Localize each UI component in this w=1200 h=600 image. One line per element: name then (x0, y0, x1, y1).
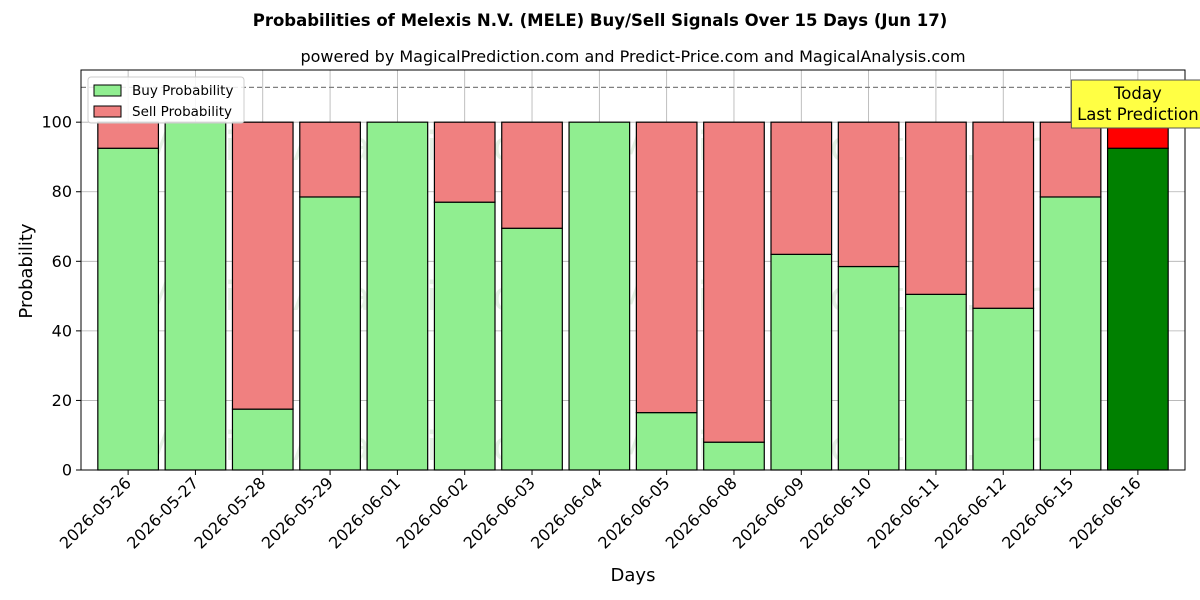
buy-bar (97, 147, 160, 471)
buy-bar (568, 121, 631, 471)
bars (97, 121, 1169, 471)
annotation-text: Last Prediction (1077, 105, 1199, 124)
sell-bar (972, 121, 1035, 309)
x-tick-label: 2026-06-03 (460, 473, 539, 552)
y-axis-label: Probability (16, 223, 37, 318)
x-tick-label: 2026-06-15 (998, 473, 1077, 552)
x-tick-label: 2026-05-28 (190, 473, 269, 552)
sell-bar (501, 121, 563, 229)
buy-bar (905, 293, 967, 471)
sell-bar (837, 121, 900, 268)
legend-swatch (93, 105, 122, 118)
buy-bar (164, 121, 227, 471)
buy-bar (433, 201, 496, 471)
y-tick-label: 20 (52, 391, 72, 410)
annotation-box (1070, 79, 1200, 129)
x-tick-label: 2026-06-01 (325, 473, 404, 552)
x-tick-label: 2026-06-09 (729, 473, 808, 552)
buy-bar (1039, 196, 1102, 471)
buy-bar (703, 441, 765, 471)
x-tick-label: 2026-06-11 (864, 473, 943, 552)
x-tick-label: 2026-06-05 (594, 473, 673, 552)
buy-bar (770, 253, 833, 471)
buy-bar (1106, 147, 1169, 471)
x-tick-label: 2026-05-29 (258, 473, 337, 552)
y-tick-label: 80 (52, 182, 72, 201)
sell-bar (905, 121, 967, 295)
annotation: Today Last Prediction (1070, 79, 1200, 129)
legend-label: Sell Probability (132, 104, 232, 120)
chart-subtitle: powered by MagicalPrediction.com and Pre… (300, 47, 965, 66)
x-tick-label: 2026-06-04 (527, 473, 606, 552)
sell-bar (1039, 121, 1102, 198)
x-tick-label: 2026-05-27 (123, 473, 202, 552)
buy-bar (837, 265, 900, 471)
buy-bar (501, 227, 563, 471)
y-tick-label: 100 (41, 113, 72, 132)
plot-frame (80, 69, 1186, 471)
chart-title: Probabilities of Melexis N.V. (MELE) Buy… (253, 11, 948, 30)
legend-box (87, 76, 245, 124)
buy-bar (972, 307, 1035, 471)
sell-bar (97, 121, 160, 149)
buy-bar (231, 408, 294, 471)
y-tick-label: 0 (62, 461, 72, 480)
x-tick-label: 2026-06-12 (931, 473, 1010, 552)
sell-bar (703, 121, 765, 443)
sell-bar (770, 121, 833, 255)
annotation-text: Today (1113, 84, 1162, 103)
sell-bar (433, 121, 496, 203)
buy-bar (635, 412, 698, 471)
y-tick-label: 60 (52, 252, 72, 271)
y-tick-label: 40 (52, 321, 72, 340)
legend: Buy Probability Sell Probability (87, 76, 245, 124)
sell-bar (231, 121, 294, 410)
x-tick-label: 2026-06-08 (662, 473, 741, 552)
legend-label: Buy Probability (132, 83, 233, 99)
x-axis-label: Days (611, 565, 656, 586)
buy-bar (299, 196, 361, 471)
x-tick-label: 2026-06-02 (392, 473, 471, 552)
x-tick-label: 2026-06-16 (1066, 473, 1145, 552)
x-tick-label: 2026-05-26 (56, 473, 135, 552)
sell-bar (299, 121, 361, 198)
legend-swatch (93, 84, 122, 97)
buy-bar (366, 121, 429, 471)
sell-bar (635, 121, 698, 414)
x-tick-label: 2026-06-10 (796, 473, 875, 552)
